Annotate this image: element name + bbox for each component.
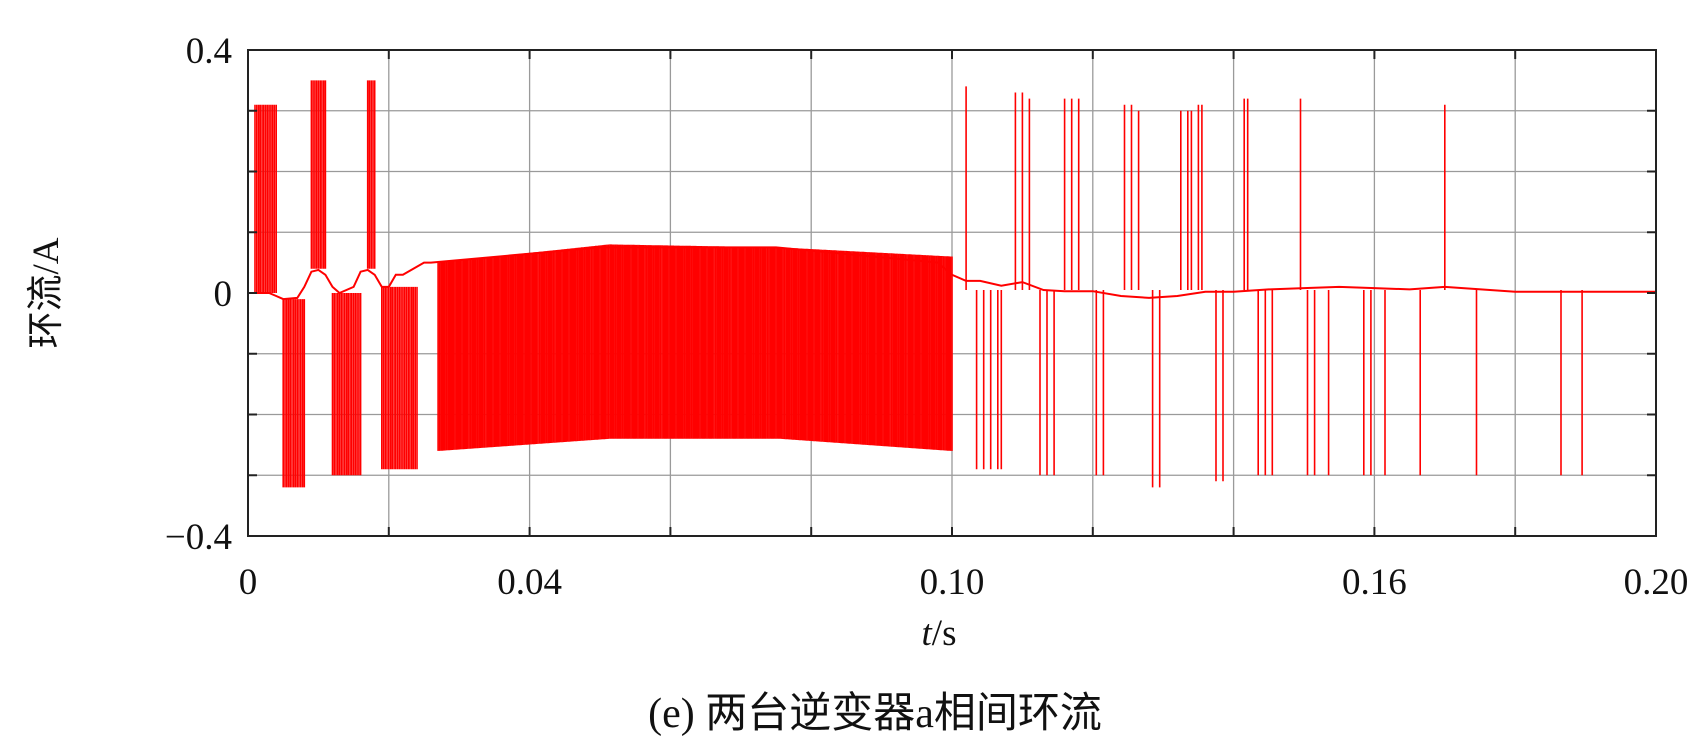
x-tick-label: 0.20 bbox=[1624, 562, 1687, 603]
x-tick-label: 0 bbox=[239, 562, 258, 603]
switching-block bbox=[282, 299, 306, 488]
switching-block bbox=[310, 80, 327, 269]
figure-caption: (e) 两台逆变器a相间环流 bbox=[648, 690, 1102, 737]
x-tick-label: 0.04 bbox=[497, 562, 562, 603]
switching-block bbox=[366, 80, 376, 269]
x-tick-label: 0.16 bbox=[1342, 562, 1407, 603]
y-tick-label: 0.4 bbox=[186, 31, 232, 72]
y-tick-label: −0.4 bbox=[165, 517, 232, 558]
switching-block bbox=[254, 104, 278, 293]
y-tick-label: 0 bbox=[214, 274, 233, 315]
data-layer bbox=[248, 80, 1656, 488]
tick-layer: 0 0.04 0.10 0.16 0.200.40−0.4 bbox=[165, 31, 1687, 603]
switching-block bbox=[437, 244, 953, 451]
x-axis-label-unit: /s bbox=[932, 613, 957, 654]
switching-block bbox=[331, 293, 362, 476]
y-axis-label: 环流/A bbox=[26, 237, 67, 348]
x-axis-label: t/s bbox=[922, 613, 957, 654]
x-axis-label-var: t bbox=[922, 613, 934, 654]
x-tick-label: 0.10 bbox=[920, 562, 985, 603]
switching-block bbox=[380, 286, 418, 470]
